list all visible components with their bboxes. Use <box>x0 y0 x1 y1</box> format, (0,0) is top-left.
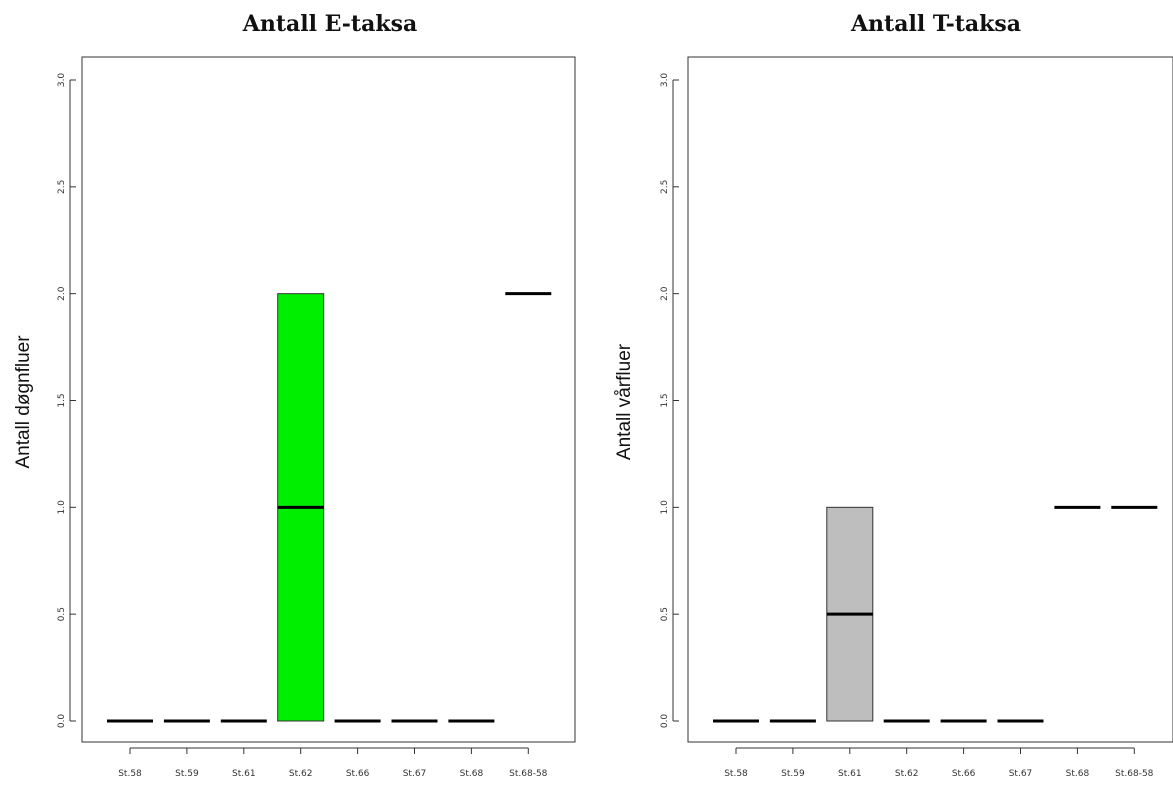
x-tick-label: St.67 <box>403 769 427 779</box>
y-tick-label: 2.0 <box>57 286 67 301</box>
y-tick-label: 0.0 <box>57 714 67 729</box>
x-tick-label: St.61 <box>838 769 862 779</box>
panel-t-taksa: Antall T-taksa Antall vårfluer 0.0 0.5 1.0… <box>614 11 1173 779</box>
x-tick-label: St.68 <box>1066 769 1090 779</box>
chart-title: Antall T-taksa <box>850 11 1021 37</box>
x-tick-label: St.67 <box>1009 769 1033 779</box>
panel-e-taksa: Antall E-taksa Antall døgnfluer 0.0 0.5 1.… <box>13 11 575 779</box>
x-tick-label: St.66 <box>346 769 370 779</box>
x-tick-label: St.58 <box>118 769 142 779</box>
y-tick-label: 2.5 <box>660 180 670 194</box>
y-tick-label: 2.5 <box>57 180 67 194</box>
y-tick-label: 1.5 <box>57 393 67 407</box>
y-tick-label: 3.0 <box>57 73 67 88</box>
x-tick-label: St.59 <box>175 769 199 779</box>
y-tick-label: 0.0 <box>660 714 670 729</box>
x-tick-label: St.68-58 <box>1115 769 1154 779</box>
x-tick-label: St.62 <box>289 769 313 779</box>
plot-frame <box>688 57 1173 742</box>
x-tick-label: St.68 <box>460 769 484 779</box>
y-tick-label: 0.5 <box>660 607 670 621</box>
chart-title: Antall E-taksa <box>242 11 417 37</box>
y-tick-label: 0.5 <box>57 607 67 621</box>
x-tick-label: St.66 <box>952 769 976 779</box>
y-tick-label: 1.0 <box>660 500 670 515</box>
x-tick-label: St.62 <box>895 769 919 779</box>
x-tick-label: St.61 <box>232 769 256 779</box>
plot-frame <box>82 57 575 742</box>
y-axis-label: Antall døgnfluer <box>13 335 34 469</box>
y-tick-label: 3.0 <box>660 73 670 88</box>
x-tick-label: St.58 <box>724 769 748 779</box>
y-tick-label: 2.0 <box>660 286 670 301</box>
y-tick-label: 1.5 <box>660 393 670 407</box>
y-tick-label: 1.0 <box>57 500 67 515</box>
x-tick-label: St.59 <box>781 769 805 779</box>
y-axis-label: Antall vårfluer <box>614 343 635 460</box>
x-tick-label: St.68-58 <box>509 769 548 779</box>
